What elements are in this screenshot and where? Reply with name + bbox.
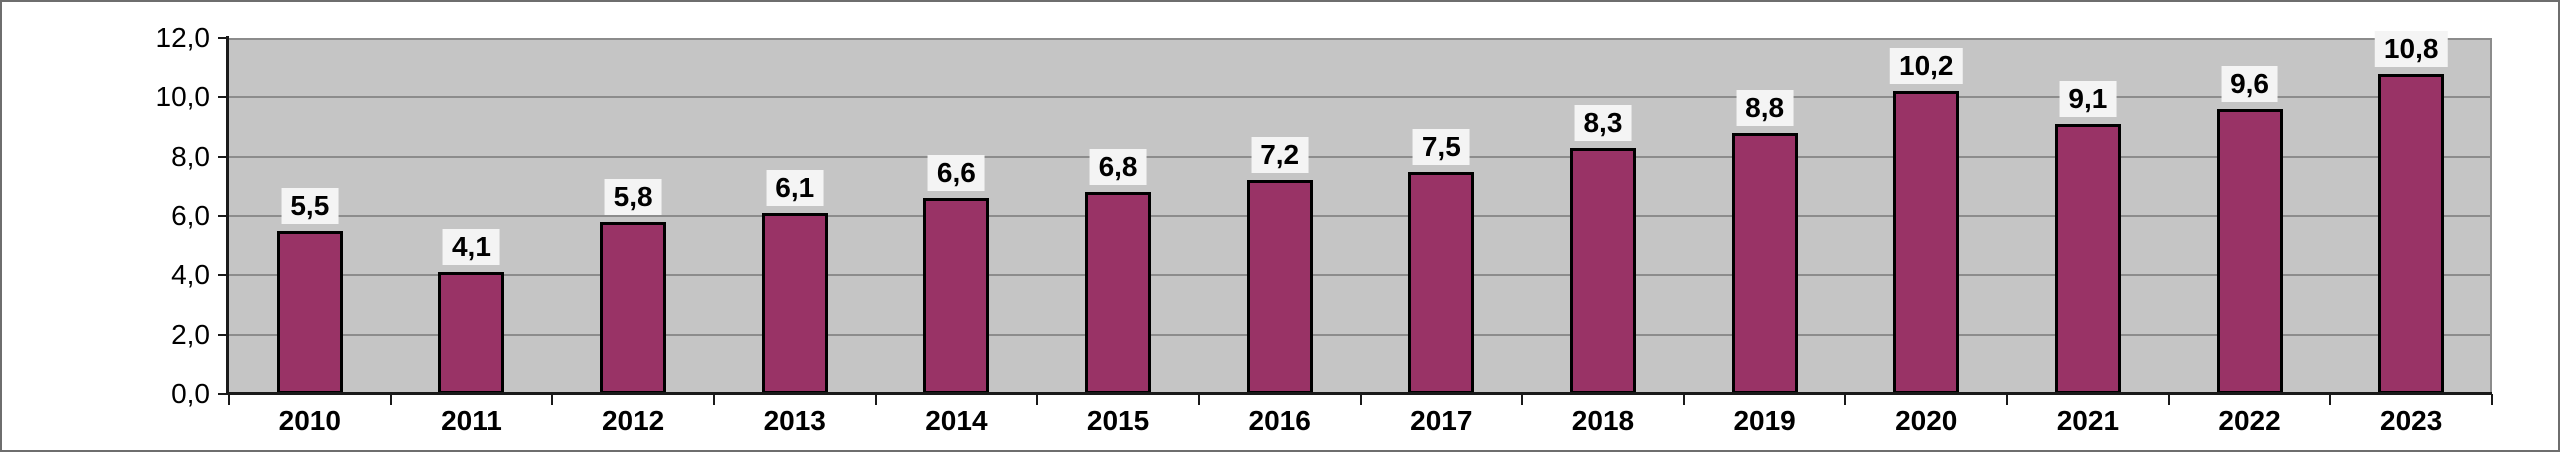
bar-2011 xyxy=(438,272,505,394)
y-axis-label: 4,0 xyxy=(171,259,210,291)
x-axis-line xyxy=(226,392,2492,395)
gridline-10 xyxy=(229,96,2492,99)
x-axis-label-2016: 2016 xyxy=(1248,405,1311,436)
bar-2023 xyxy=(2378,73,2445,394)
x-tick xyxy=(2329,394,2332,405)
y-tick-4,0 xyxy=(218,274,228,277)
bar-value-label-2021: 9,1 xyxy=(2059,81,2117,118)
bar-2019 xyxy=(1731,132,1798,394)
bar-value-label-2022: 9,6 xyxy=(2221,66,2278,103)
gridline-6 xyxy=(229,215,2492,217)
y-axis-label: 10,0 xyxy=(155,81,211,113)
y-axis-label: 0,0 xyxy=(171,378,210,409)
y-tick-2,0 xyxy=(218,333,228,336)
bar-2021 xyxy=(2054,124,2121,394)
x-axis-label-2018: 2018 xyxy=(1571,405,1635,436)
x-axis-label-2017: 2017 xyxy=(1410,405,1473,436)
x-tick xyxy=(2006,394,2009,405)
bar-2017 xyxy=(1408,171,1475,394)
bar-2018 xyxy=(1569,147,1636,394)
y-axis-label: 12,0 xyxy=(155,22,211,53)
bar-value-label-2010: 5,5 xyxy=(281,187,339,224)
gridline-4 xyxy=(229,274,2492,277)
x-axis-label-2010: 2010 xyxy=(278,405,341,436)
x-axis-label-2012: 2012 xyxy=(601,405,665,436)
bar-2012 xyxy=(600,221,667,394)
x-axis-label-2019: 2019 xyxy=(1733,405,1796,436)
bar-2013 xyxy=(761,213,828,394)
x-tick xyxy=(228,394,230,405)
bar-value-label-2015: 6,8 xyxy=(1089,149,1147,186)
x-axis-label-2013: 2013 xyxy=(763,405,826,436)
x-tick xyxy=(1682,394,1685,405)
x-axis-label-2021: 2021 xyxy=(2056,405,2120,436)
x-tick xyxy=(1197,394,1200,405)
x-axis-label-2020: 2020 xyxy=(1895,405,1958,436)
x-axis-label-2014: 2014 xyxy=(925,405,988,436)
bar-value-label-2020: 10,2 xyxy=(1890,48,1963,85)
gridline-2 xyxy=(229,333,2492,336)
x-tick xyxy=(2491,394,2493,405)
y-tick-0,0 xyxy=(218,393,228,395)
x-tick xyxy=(1521,394,1524,405)
y-tick-10,0 xyxy=(218,96,228,99)
bar-value-label-2023: 10,8 xyxy=(2374,30,2448,67)
bar-value-label-2018: 8,3 xyxy=(1574,104,1632,141)
y-axis-label: 8,0 xyxy=(171,140,210,172)
x-tick xyxy=(1844,394,1847,405)
y-tick-12,0 xyxy=(218,37,228,39)
bar-value-label-2013: 6,1 xyxy=(766,170,824,207)
gridline-8 xyxy=(229,155,2492,158)
bar-2015 xyxy=(1085,192,1152,394)
x-tick xyxy=(1359,394,1362,405)
x-tick xyxy=(874,394,877,405)
x-tick xyxy=(1036,394,1039,405)
bar-value-label-2016: 7,2 xyxy=(1251,137,1309,174)
x-axis-label-2015: 2015 xyxy=(1086,405,1150,436)
bar-2022 xyxy=(2216,109,2283,394)
bar-2014 xyxy=(923,198,990,394)
y-tick-6,0 xyxy=(218,215,228,217)
bar-value-label-2014: 6,6 xyxy=(927,155,985,192)
bar-value-label-2019: 8,8 xyxy=(1736,89,1794,126)
bar-value-label-2017: 7,5 xyxy=(1412,128,1470,165)
bar-2016 xyxy=(1246,180,1313,394)
bar-2020 xyxy=(1893,91,1960,394)
x-axis-label-2023: 2023 xyxy=(2380,405,2443,436)
bar-value-label-2011: 4,1 xyxy=(442,229,500,266)
bar-2010 xyxy=(276,230,343,394)
y-axis-label: 2,0 xyxy=(171,318,210,350)
x-tick xyxy=(2167,394,2170,405)
x-tick xyxy=(551,394,554,405)
y-axis-label: 6,0 xyxy=(171,200,210,231)
x-tick xyxy=(389,394,392,405)
y-tick-8,0 xyxy=(218,155,228,158)
x-axis-label-2022: 2022 xyxy=(2218,405,2281,436)
x-axis-label-2011: 2011 xyxy=(441,405,502,436)
bar-value-label-2012: 5,8 xyxy=(604,178,662,215)
x-tick xyxy=(712,394,715,405)
